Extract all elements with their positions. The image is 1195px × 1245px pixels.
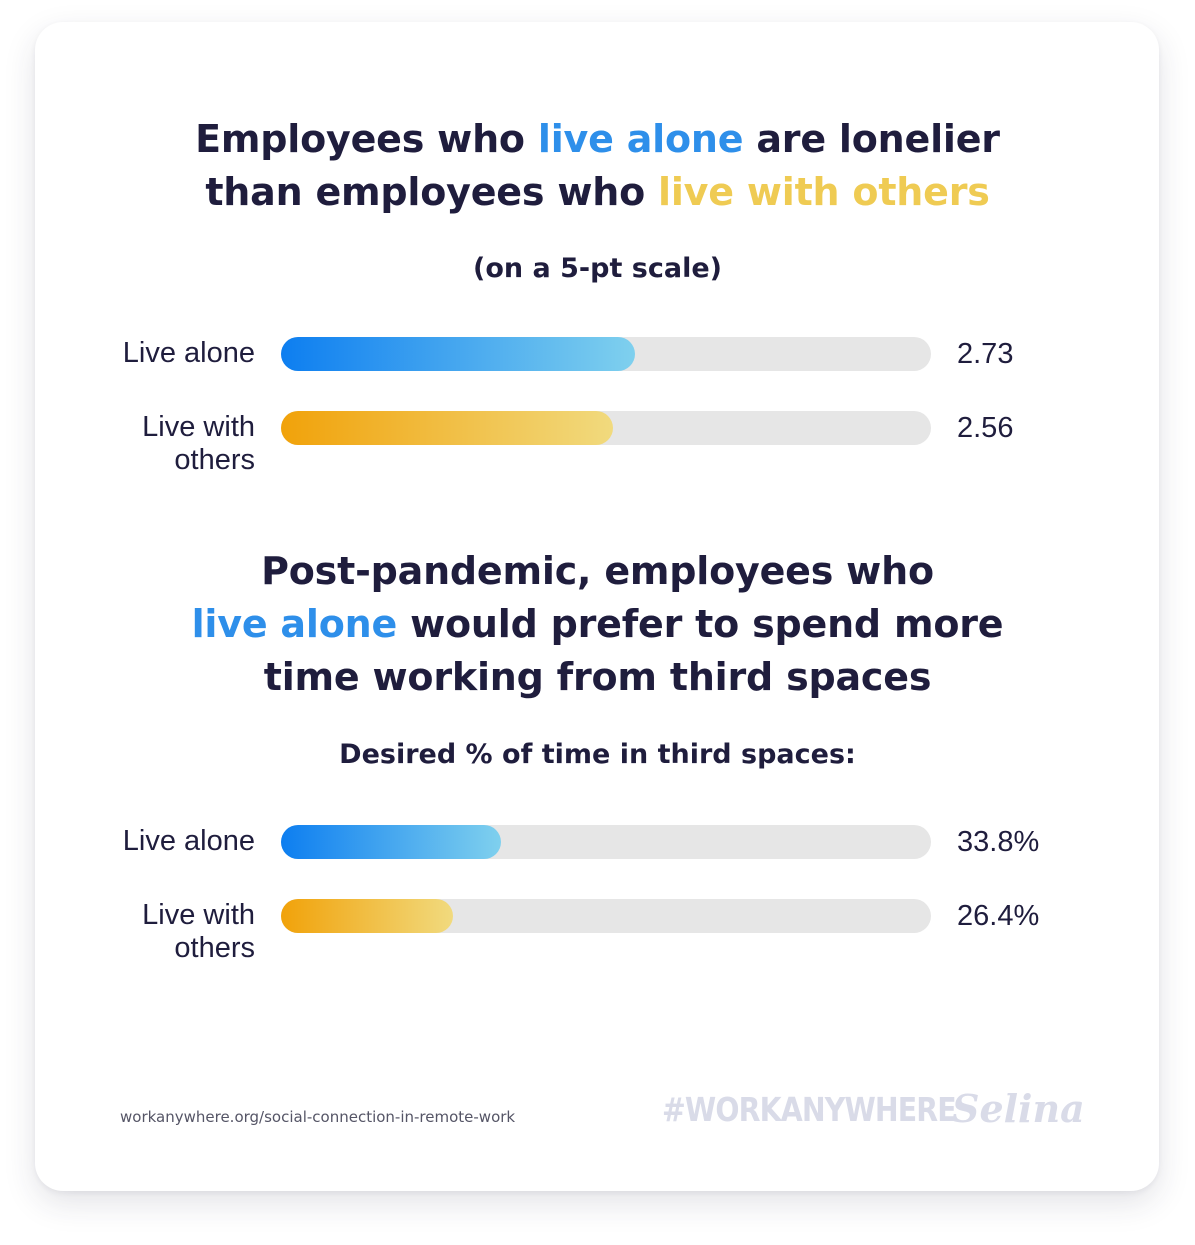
- chart1-bar-track-live-with-others: [281, 411, 931, 445]
- chart2-label-line2: others: [174, 932, 255, 964]
- chart1-title: Employees who live alone are lonelier tha…: [0, 113, 1195, 219]
- selina-logo: Selina: [952, 1086, 1085, 1131]
- chart1-bar-live-alone: [281, 337, 635, 371]
- chart2-value-live-with-others: 26.4%: [957, 900, 1040, 932]
- source-url: workanywhere.org/social-connection-in-re…: [120, 1108, 516, 1126]
- chart1-label-line2: others: [174, 444, 255, 476]
- chart1-title-part-0: Employees who: [195, 117, 538, 161]
- chart2-title-part-2: would prefer to spend more: [397, 602, 1004, 646]
- chart2-title-part-0: Post-pandemic, employees who: [261, 549, 934, 593]
- chart2-bar-live-with-others: [281, 899, 453, 933]
- chart1-title-part-3: than employees who: [205, 170, 659, 214]
- chart2-title-part-3: time working from third spaces: [263, 655, 932, 699]
- chart1-label-live-alone: Live alone: [122, 337, 255, 369]
- chart2-title-part-1: live alone: [191, 602, 398, 646]
- chart2-label-live-with-others: Live with others: [0, 899, 255, 965]
- chart2-bar-track-live-with-others: [281, 899, 931, 933]
- chart1-bar-track-live-alone: [281, 337, 931, 371]
- chart2-title: Post-pandemic, employees who live alone w…: [0, 545, 1195, 704]
- chart2-bar-live-alone: [281, 825, 501, 859]
- chart1-bar-live-with-others: [281, 411, 613, 445]
- infographic-card: [35, 22, 1159, 1191]
- chart1-label-line1: Live with: [142, 411, 255, 443]
- chart1-title-part-4: live with others: [658, 170, 990, 214]
- chart1-label-live-with-others: Live with others: [0, 411, 255, 477]
- chart2-label-live-alone: Live alone: [122, 825, 255, 857]
- chart1-title-part-2: are lonelier: [743, 117, 1000, 161]
- chart1-subtitle: (on a 5-pt scale): [473, 253, 722, 284]
- chart2-label-line1: Live with: [142, 899, 255, 931]
- chart2-value-live-alone: 33.8%: [957, 826, 1040, 858]
- chart1-value-live-with-others: 2.56: [957, 412, 1014, 444]
- chart2-subtitle: Desired % of time in third spaces:: [339, 739, 856, 770]
- chart1-title-part-1: live alone: [537, 117, 744, 161]
- workanywhere-hashtag: #WORKANYWHERE: [662, 1090, 957, 1129]
- chart1-value-live-alone: 2.73: [957, 338, 1014, 370]
- chart2-bar-track-live-alone: [281, 825, 931, 859]
